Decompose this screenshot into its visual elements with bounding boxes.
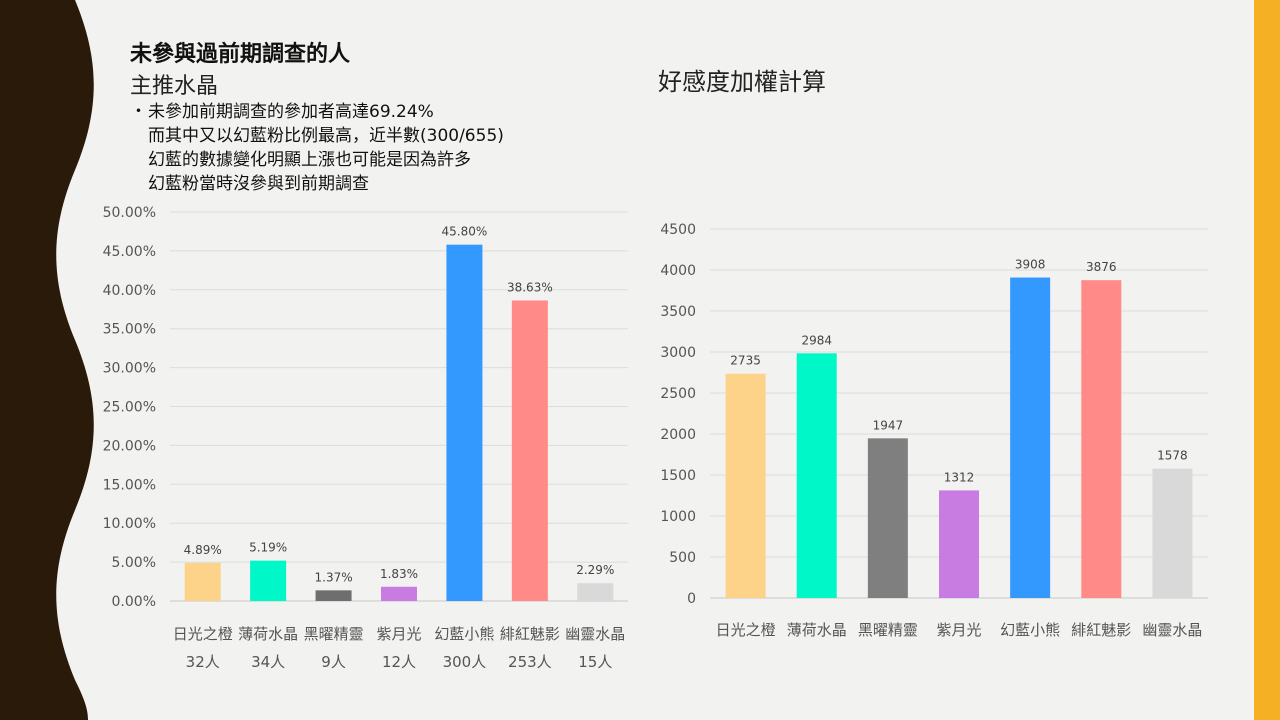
note-line: 而其中又以幻藍粉比例最高，近半數(300/655) <box>148 126 504 146</box>
y-tick-label: 2500 <box>660 386 696 402</box>
y-tick-label: 4500 <box>660 222 696 238</box>
x-category-label: 黑曜精靈 <box>304 625 364 643</box>
y-tick-label: 50.00% <box>103 205 156 221</box>
bar-紫月光 <box>381 586 417 601</box>
wave-shape <box>0 0 94 720</box>
x-category-label: 緋紅魅影 <box>500 625 560 643</box>
bar-日光之橙 <box>725 373 766 598</box>
right-chart-title: 好感度加權計算 <box>658 68 826 96</box>
data-label: 2735 <box>730 354 761 368</box>
data-label: 38.63% <box>507 280 553 294</box>
bar-幻藍小熊 <box>1010 277 1051 598</box>
bar-幽靈水晶 <box>1152 468 1193 598</box>
x-count-label: 12人 <box>382 653 416 671</box>
y-tick-label: 35.00% <box>103 322 156 338</box>
data-label: 2984 <box>801 333 832 347</box>
decorative-right-band <box>1254 0 1280 720</box>
data-label: 1947 <box>873 418 904 432</box>
x-category-label: 黑曜精靈 <box>858 621 918 639</box>
y-tick-label: 5.00% <box>112 555 156 571</box>
data-label: 3876 <box>1086 260 1117 274</box>
y-tick-label: 1500 <box>660 468 696 484</box>
left-subheading: 主推水晶 <box>130 74 219 99</box>
x-count-label: 32人 <box>186 653 220 671</box>
x-category-label: 幽靈水晶 <box>1142 621 1202 639</box>
x-category-label: 日光之橙 <box>716 621 776 639</box>
y-tick-label: 10.00% <box>103 516 156 532</box>
data-label: 5.19% <box>249 541 287 555</box>
y-tick-label: 3000 <box>660 345 696 361</box>
decorative-wave-band <box>0 0 94 720</box>
y-tick-label: 4000 <box>660 263 696 279</box>
bar-緋紅魅影 <box>1081 280 1122 598</box>
bar-薄荷水晶 <box>250 560 287 601</box>
note-line: 幻藍粉當時沒參與到前期調查 <box>148 174 369 194</box>
data-label: 3908 <box>1015 258 1046 272</box>
bar-幻藍小熊 <box>446 244 483 601</box>
data-label: 1312 <box>944 470 975 484</box>
bar-黑曜精靈 <box>867 438 908 598</box>
bar-紫月光 <box>939 490 979 598</box>
y-tick-label: 0.00% <box>112 594 156 610</box>
data-label: 1578 <box>1157 449 1188 463</box>
x-count-label: 300人 <box>443 653 487 671</box>
y-tick-label: 2000 <box>660 427 696 443</box>
y-tick-label: 3500 <box>660 304 696 320</box>
left-heading: 未參與過前期調查的人 <box>130 42 351 67</box>
note-line: ・未參加前期調查的參加者高達69.24% <box>130 100 504 124</box>
y-tick-label: 1000 <box>660 509 696 525</box>
x-category-label: 紫月光 <box>376 625 421 643</box>
x-category-label: 日光之橙 <box>173 625 233 643</box>
x-category-label: 緋紅魅影 <box>1071 621 1131 639</box>
note-line: 幻藍的數據變化明顯上漲也可能是因為許多 <box>148 150 471 170</box>
bullet-glyph: ・ <box>130 102 147 122</box>
notes-block: ・未參加前期調查的參加者高達69.24% 而其中又以幻藍粉比例最高，近半數(30… <box>130 100 504 196</box>
bar-幽靈水晶 <box>577 583 614 601</box>
note-text: 未參加前期調查的參加者高達69.24% <box>148 102 434 122</box>
y-tick-label: 45.00% <box>103 244 156 260</box>
x-count-label: 253人 <box>508 653 552 671</box>
x-category-label: 紫月光 <box>936 621 981 639</box>
x-count-label: 9人 <box>321 653 346 671</box>
x-category-label: 薄荷水晶 <box>238 625 298 643</box>
data-label: 2.29% <box>576 563 614 577</box>
bar-薄荷水晶 <box>796 353 837 598</box>
x-category-label: 薄荷水晶 <box>787 621 847 639</box>
bar-日光之橙 <box>184 562 221 601</box>
x-count-label: 15人 <box>578 653 612 671</box>
data-label: 1.37% <box>315 570 353 584</box>
y-tick-label: 30.00% <box>103 361 156 377</box>
data-label: 4.89% <box>184 543 222 557</box>
bar-緋紅魅影 <box>511 300 548 601</box>
y-tick-label: 500 <box>669 550 696 566</box>
y-tick-label: 20.00% <box>103 438 156 454</box>
x-category-label: 幻藍小熊 <box>434 625 494 643</box>
y-tick-label: 0 <box>687 591 696 607</box>
y-tick-label: 40.00% <box>103 283 156 299</box>
bar-黑曜精靈 <box>315 590 352 601</box>
y-tick-label: 15.00% <box>103 477 156 493</box>
x-category-label: 幻藍小熊 <box>1000 621 1060 639</box>
data-label: 45.80% <box>442 225 488 239</box>
data-label: 1.83% <box>380 567 418 581</box>
y-tick-label: 25.00% <box>103 400 156 416</box>
x-category-label: 幽靈水晶 <box>565 625 625 643</box>
x-count-label: 34人 <box>251 653 285 671</box>
right-band-rect <box>1254 0 1280 720</box>
